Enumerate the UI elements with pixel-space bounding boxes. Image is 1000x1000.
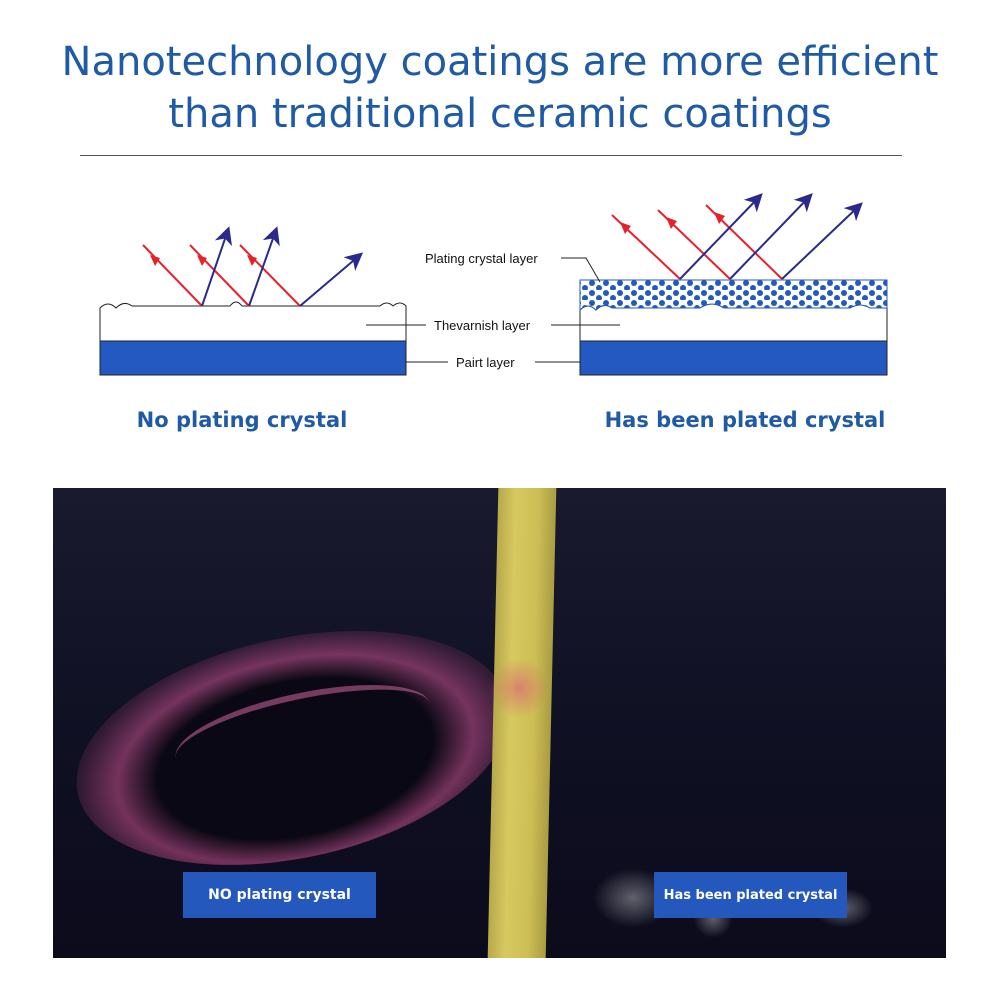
right-incoming-arrowhead-1	[620, 222, 631, 234]
left-incoming-arrowhead-3	[247, 255, 257, 266]
title-line-2: than traditional ceramic coatings	[168, 91, 832, 137]
left-incoming-ray-2	[189, 244, 250, 307]
title-divider	[80, 155, 902, 156]
caption-no-plating: No plating crystal	[136, 408, 348, 432]
page-title: Nanotechnology coatings are more efficie…	[0, 36, 1000, 140]
left-paint-layer	[99, 340, 407, 376]
right-reflected-ray-1	[679, 193, 763, 280]
left-diagram	[99, 226, 407, 376]
left-varnish-layer	[99, 301, 407, 342]
caption-plated: Has been plated crystal	[604, 408, 886, 432]
left-reflected-ray-2	[248, 226, 280, 307]
photo-label-plated: Has been plated crystal	[654, 872, 847, 918]
left-reflected-ray-3	[299, 252, 364, 307]
label-varnish-layer: Thevarnish layer	[434, 318, 531, 333]
right-crystal-layer	[579, 279, 888, 312]
right-reflected-ray-3	[781, 202, 863, 280]
label-plating-crystal-layer: Plating crystal layer	[425, 251, 538, 266]
right-diagram	[579, 193, 888, 376]
label-paint-layer: Pairt layer	[456, 355, 515, 370]
right-incoming-arrowhead-3	[714, 212, 725, 224]
left-reflected-ray-1	[201, 226, 232, 307]
leader-plating-crystal	[561, 257, 601, 283]
right-paint-layer	[579, 340, 888, 376]
left-incoming-ray-1	[142, 244, 203, 307]
left-incoming-arrowhead-1	[150, 255, 160, 266]
right-varnish-layer	[579, 303, 888, 342]
left-incoming-ray-3	[239, 244, 301, 307]
title-line-1: Nanotechnology coatings are more efficie…	[61, 39, 939, 85]
tape-stain	[489, 658, 549, 718]
left-incoming-arrowhead-2	[197, 255, 207, 266]
right-incoming-arrowhead-2	[666, 217, 677, 229]
photo-label-no-plating: NO plating crystal	[183, 872, 376, 918]
coating-diagram: Plating crystal layer Thevarnish layer P…	[99, 193, 888, 376]
divider-tape	[487, 488, 557, 958]
right-reflected-ray-2	[729, 193, 813, 280]
